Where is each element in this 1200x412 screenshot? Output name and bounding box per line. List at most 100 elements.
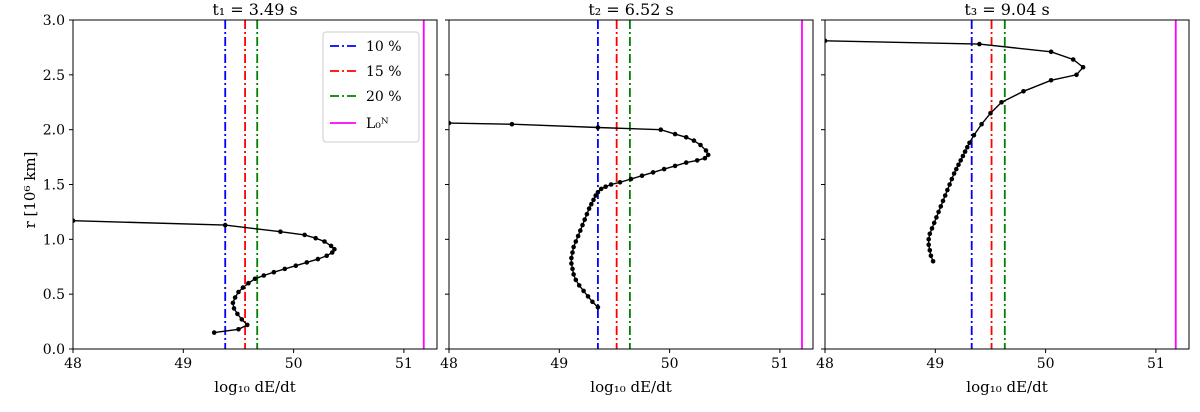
- data-point: [927, 248, 933, 253]
- data-point: [1074, 72, 1079, 78]
- data-point: [586, 206, 592, 211]
- data-point: [1048, 78, 1054, 83]
- data-point: [694, 158, 700, 163]
- data-point: [825, 38, 828, 44]
- data-curve: [73, 220, 336, 334]
- legend-entry-l0n: L₀ᴺ: [330, 116, 389, 132]
- y-tick-label: 0.5: [43, 287, 65, 303]
- data-point: [573, 239, 579, 244]
- data-point: [570, 266, 575, 272]
- data-point: [591, 197, 596, 203]
- panel-title: t₃ = 9.04 s: [964, 0, 1049, 19]
- data-point: [698, 142, 703, 148]
- data-point: [683, 160, 689, 165]
- data-point: [235, 311, 240, 317]
- x-axis-label: log₁₀ dE/dt: [966, 378, 1047, 396]
- data-point: [947, 182, 952, 187]
- data-point: [589, 201, 594, 207]
- data-point: [569, 255, 574, 261]
- data-point: [236, 289, 241, 295]
- data-point: [576, 283, 582, 288]
- data-point: [573, 277, 579, 283]
- data-point: [705, 152, 711, 158]
- data-point: [926, 237, 931, 242]
- data-point: [329, 250, 335, 255]
- x-tick-label: 48: [440, 356, 458, 372]
- data-point: [927, 231, 933, 237]
- data-point: [926, 242, 931, 248]
- data-point: [949, 176, 955, 182]
- data-point: [571, 272, 576, 277]
- x-tick-label: 51: [395, 356, 413, 372]
- data-point: [211, 330, 217, 335]
- x-axis-label: log₁₀ dE/dt: [590, 378, 671, 396]
- x-tick-label: 49: [926, 356, 944, 372]
- legend-frame: [322, 31, 420, 143]
- x-tick-label: 49: [174, 356, 192, 372]
- data-point: [603, 184, 608, 189]
- data-point: [245, 322, 250, 328]
- panel-title: t₁ = 3.49 s: [212, 0, 297, 19]
- data-point: [575, 233, 581, 239]
- data-point: [683, 135, 689, 140]
- x-tick-label: 50: [661, 356, 679, 372]
- x-tick-label: 48: [816, 356, 834, 372]
- data-point: [628, 176, 634, 182]
- data-point: [661, 166, 667, 172]
- y-axis-label: r [10⁶ km]: [21, 152, 39, 229]
- y-tick-label: 3.0: [43, 13, 65, 29]
- x-tick-label: 50: [1037, 356, 1055, 372]
- data-point: [315, 256, 321, 262]
- data-point: [658, 127, 664, 132]
- data-point: [1048, 49, 1054, 55]
- data-point: [571, 244, 576, 250]
- panel-3: 48 49 50 51 t₃ = 9.04 s log₁₀ dE/dt: [816, 0, 1190, 396]
- data-point: [590, 299, 595, 305]
- x-axis-label: log₁₀ dE/dt: [214, 378, 295, 396]
- data-point: [332, 246, 337, 252]
- y-tick-label: 1.0: [43, 232, 65, 248]
- legend-label-l0n: L₀ᴺ: [366, 116, 389, 132]
- x-tick-label: 48: [64, 356, 82, 372]
- data-point: [231, 306, 237, 311]
- data-point: [702, 155, 708, 161]
- legend-entry-20: 20 %: [330, 89, 402, 105]
- data-point: [942, 193, 948, 198]
- legend-entry-15: 15 %: [330, 64, 402, 80]
- data-point: [449, 120, 452, 126]
- legend: 10 % 15 % 20 % L₀ᴺ: [322, 31, 420, 143]
- data-point: [1021, 89, 1026, 94]
- data-point: [988, 110, 993, 116]
- panels: 48 49 50 51 0.0 0.5 1.0 1.5 2.0 2.5 3.0 t₁ = 3.49 s…: [43, 0, 1190, 396]
- data-point: [595, 125, 601, 130]
- data-curve: [825, 40, 1085, 262]
- data-point: [931, 220, 937, 226]
- legend-label-10: 10 %: [366, 39, 402, 55]
- data-point: [252, 276, 258, 282]
- legend-entry-10: 10 %: [330, 39, 402, 55]
- data-point: [617, 180, 623, 185]
- y-tick-label: 1.5: [43, 178, 65, 194]
- data-point: [672, 131, 678, 137]
- data-point: [639, 173, 645, 178]
- data-point: [936, 209, 941, 215]
- panel-2: 48 49 50 51 t₂ = 6.52 s log₁₀ dE/dt: [440, 0, 814, 396]
- data-curve: [449, 122, 710, 308]
- data-point: [578, 228, 583, 233]
- data-point: [239, 317, 245, 322]
- data-point: [570, 250, 575, 255]
- data-point: [979, 121, 984, 127]
- x-tick-label: 50: [285, 356, 303, 372]
- data-point: [938, 204, 944, 209]
- data-point: [509, 121, 515, 127]
- data-point: [965, 144, 970, 150]
- data-point: [246, 280, 251, 286]
- data-point: [960, 153, 966, 159]
- data-point: [324, 253, 330, 259]
- data-point: [222, 222, 228, 228]
- data-point: [585, 294, 591, 299]
- plot-frame: [448, 19, 814, 350]
- data-point: [934, 215, 939, 220]
- data-point: [322, 239, 327, 244]
